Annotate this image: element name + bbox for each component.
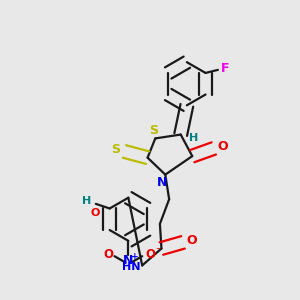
Text: F: F [221, 62, 230, 75]
Text: S: S [149, 124, 158, 137]
Text: O: O [90, 208, 100, 218]
Text: S: S [112, 143, 121, 157]
Text: +: + [131, 252, 138, 261]
Text: ⁻: ⁻ [155, 247, 160, 256]
Text: N: N [157, 176, 167, 189]
Text: H: H [189, 133, 198, 142]
Text: O: O [186, 234, 197, 247]
Text: H: H [82, 196, 91, 206]
Text: HN: HN [122, 262, 141, 272]
Text: O: O [103, 248, 113, 261]
Text: O: O [145, 248, 155, 261]
Text: N: N [123, 254, 134, 267]
Text: O: O [217, 140, 228, 153]
